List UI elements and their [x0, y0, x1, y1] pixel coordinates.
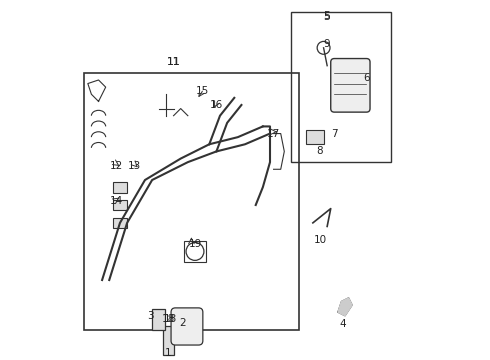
Text: 11: 11	[167, 57, 180, 67]
Text: 1: 1	[165, 347, 172, 357]
Text: 14: 14	[110, 197, 123, 206]
Bar	[113, 200, 127, 210]
Text: 9: 9	[324, 39, 330, 49]
Text: 16: 16	[210, 100, 223, 110]
Bar	[306, 130, 323, 144]
Text: 2: 2	[179, 318, 186, 328]
Bar	[113, 217, 127, 228]
Text: 18: 18	[163, 314, 176, 324]
Text: 3: 3	[147, 311, 154, 321]
Text: 5: 5	[324, 11, 331, 21]
Bar	[163, 327, 173, 355]
Text: 4: 4	[340, 319, 346, 329]
Bar	[184, 241, 206, 262]
Text: 12: 12	[110, 161, 123, 171]
Text: 10: 10	[314, 235, 326, 246]
Text: 11: 11	[167, 57, 180, 67]
Text: 7: 7	[331, 129, 337, 139]
Text: 17: 17	[267, 129, 280, 139]
Text: 15: 15	[196, 86, 209, 96]
Text: 13: 13	[127, 161, 141, 171]
Bar	[292, 12, 392, 162]
Bar	[113, 182, 127, 193]
FancyBboxPatch shape	[171, 308, 203, 345]
Text: 6: 6	[363, 73, 369, 83]
Bar	[152, 309, 165, 330]
Text: 5: 5	[324, 13, 331, 22]
FancyBboxPatch shape	[331, 59, 370, 112]
Text: 8: 8	[317, 147, 323, 157]
Bar	[84, 73, 298, 330]
Polygon shape	[338, 298, 352, 316]
Text: 19: 19	[188, 239, 201, 249]
Text: 18: 18	[162, 314, 175, 324]
